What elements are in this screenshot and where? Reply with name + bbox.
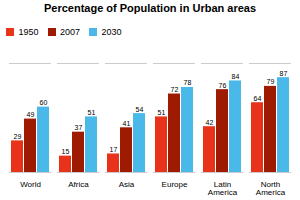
svg-text:87: 87 xyxy=(280,69,288,76)
svg-text:41: 41 xyxy=(123,119,131,126)
html-text:2007: 2007 xyxy=(60,26,81,37)
svg-text:60: 60 xyxy=(40,99,48,106)
svg-text:NorthAmerica: NorthAmerica xyxy=(256,180,286,197)
svg-text:Asia: Asia xyxy=(119,180,135,189)
svg-text:17: 17 xyxy=(110,145,118,152)
html-text:Percentage of Population in Ur: Percentage of Population in Urban areas xyxy=(43,2,256,14)
svg-text:54: 54 xyxy=(136,105,144,112)
svg-text:84: 84 xyxy=(232,72,240,79)
svg-text:79: 79 xyxy=(267,78,275,85)
svg-text:Europe: Europe xyxy=(162,180,188,189)
html-text:2030: 2030 xyxy=(101,26,122,37)
svg-text:76: 76 xyxy=(219,81,227,88)
svg-text:37: 37 xyxy=(75,124,83,131)
svg-text:78: 78 xyxy=(184,79,192,86)
svg-text:51: 51 xyxy=(88,108,96,115)
svg-text:64: 64 xyxy=(254,94,262,101)
svg-text:15: 15 xyxy=(62,148,70,155)
svg-text:World: World xyxy=(20,180,41,189)
svg-text:42: 42 xyxy=(206,118,214,125)
svg-text:51: 51 xyxy=(158,108,166,115)
svg-text:72: 72 xyxy=(171,86,179,93)
html-text:1950: 1950 xyxy=(18,26,39,37)
svg-text:29: 29 xyxy=(14,132,22,139)
svg-text:LatinAmerica: LatinAmerica xyxy=(208,180,238,197)
svg-text:Africa: Africa xyxy=(68,180,89,189)
svg-text:49: 49 xyxy=(27,111,35,118)
